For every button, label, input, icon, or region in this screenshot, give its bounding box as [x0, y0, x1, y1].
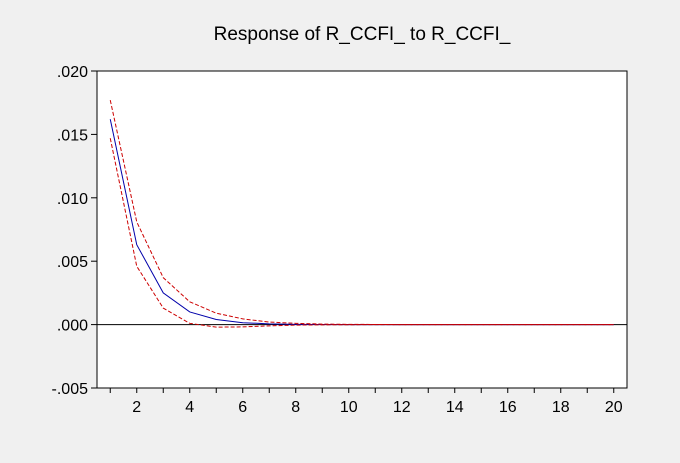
x-tick-label: 20 — [605, 399, 623, 416]
y-tick-label: .010 — [57, 191, 88, 208]
x-tick-label: 16 — [499, 399, 517, 416]
x-tick-label: 8 — [291, 399, 300, 416]
series-layer — [109, 100, 614, 328]
plot-background — [97, 71, 627, 388]
x-tick-label: 6 — [238, 399, 247, 416]
x-tick-label: 14 — [446, 399, 464, 416]
y-tick-label: .000 — [57, 318, 88, 335]
y-tick-label: .020 — [57, 64, 88, 81]
x-tick-label: 10 — [340, 399, 358, 416]
series-line-upper — [109, 100, 614, 326]
x-tick-label: 4 — [185, 399, 194, 416]
plot-frame — [96, 70, 628, 389]
y-tick-label: .015 — [57, 127, 88, 144]
ticks-layer: 2 4 6 8 10 12 14 16 18 20 .020 .015 .010 .005 .000 -.00… — [52, 64, 623, 416]
y-tick-label: .005 — [57, 254, 88, 271]
x-tick-label: 18 — [552, 399, 570, 416]
chart-title: Response of R_CCFI_ to R_CCFI_ — [214, 24, 511, 45]
x-tick-label: 12 — [393, 399, 411, 416]
x-tick-label: 2 — [132, 399, 141, 416]
y-tick-label: -.005 — [52, 381, 89, 398]
